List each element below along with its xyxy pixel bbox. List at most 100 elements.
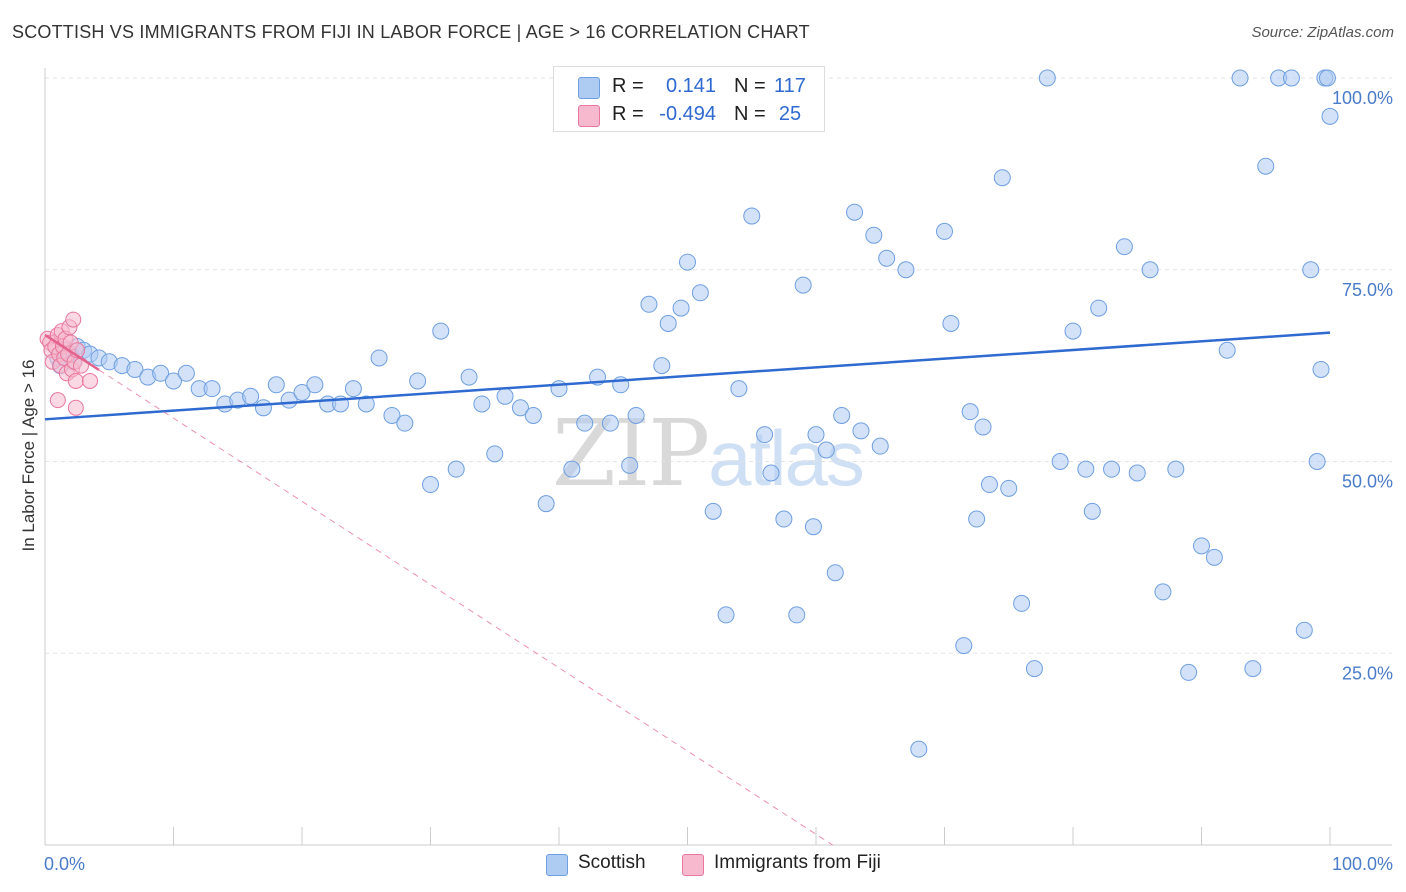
scottish-point — [460, 368, 478, 386]
scottish-point — [1077, 460, 1095, 478]
r-label: R = — [612, 75, 644, 97]
scottish-point — [383, 406, 401, 424]
scottish-point — [804, 518, 822, 536]
x-tick-label: 100.0% — [1332, 854, 1393, 874]
scottish-point — [878, 249, 896, 267]
fiji-swatch — [682, 854, 704, 876]
scottish-point — [942, 314, 960, 332]
scottish-point — [203, 380, 221, 398]
scottish-point — [1064, 322, 1082, 340]
scottish-point — [563, 460, 581, 478]
scottish-point — [910, 740, 928, 758]
r-value: 0.141 — [665, 75, 716, 97]
scottish-point — [1244, 660, 1262, 678]
scottish-point — [775, 510, 793, 528]
scottish-point — [511, 399, 529, 417]
scottish-point — [1218, 341, 1236, 359]
chart-title: SCOTTISH VS IMMIGRANTS FROM FIJI IN LABO… — [12, 22, 810, 42]
source-label: Source: ZipAtlas.com — [1251, 24, 1394, 41]
scottish-point — [447, 460, 465, 478]
scottish-point — [640, 295, 658, 313]
n-value: 25 — [778, 103, 802, 125]
scottish-point — [1295, 621, 1313, 639]
scottish-point — [126, 360, 144, 378]
scottish-point — [1000, 479, 1018, 497]
scottish-point — [627, 406, 645, 424]
scottish-point — [409, 372, 427, 390]
n-value: 117 — [774, 75, 806, 97]
scottish-point — [756, 426, 774, 444]
fiji-trend-line — [44, 333, 100, 371]
fiji-point — [67, 372, 84, 389]
scottish-point — [524, 406, 542, 424]
scottish-point — [1282, 69, 1300, 87]
scottish-point — [1025, 660, 1043, 678]
fiji-point — [65, 311, 82, 328]
scottish-point — [254, 399, 272, 417]
scottish-point — [601, 414, 619, 432]
r-value: -0.494 — [659, 103, 716, 125]
scottish-point — [730, 380, 748, 398]
scottish-point — [576, 414, 594, 432]
scottish-swatch — [546, 854, 568, 876]
legend-label: Scottish — [578, 852, 646, 873]
scottish-point — [1128, 464, 1146, 482]
scottish-point — [267, 376, 285, 394]
scottish-point — [1205, 548, 1223, 566]
scottish-point — [496, 387, 514, 405]
scottish-point — [717, 606, 735, 624]
n-label: N = — [734, 103, 766, 125]
scottish-point — [762, 464, 780, 482]
scottish-point — [679, 253, 696, 271]
scottish-point — [974, 418, 992, 436]
fiji-point — [49, 392, 66, 409]
scottish-point — [396, 414, 414, 432]
scottish-point — [807, 426, 825, 444]
scottish-point — [370, 349, 388, 367]
scottish-point — [357, 395, 375, 413]
watermark-atlas: atlas — [708, 414, 865, 502]
scottish-point — [165, 372, 182, 390]
scottish-point — [306, 376, 324, 394]
scottish-point — [432, 322, 450, 340]
scottish-point — [1167, 460, 1185, 478]
fiji-trend-extension — [98, 369, 833, 846]
scottish-point — [743, 207, 761, 225]
legend-label: Immigrants from Fiji — [714, 852, 881, 873]
scottish-point — [1013, 594, 1031, 612]
fiji-swatch — [578, 105, 600, 127]
y-axis-label: In Labor Force | Age > 16 — [19, 359, 38, 551]
scottish-point — [621, 456, 639, 474]
scottish-point — [422, 476, 439, 494]
scottish-point — [833, 406, 851, 424]
series-legend: Scottish Immigrants from Fiji — [0, 852, 1406, 878]
scottish-trend-line — [44, 331, 1331, 421]
scottish-point — [968, 510, 986, 528]
scottish-point — [826, 564, 844, 582]
scottish-point — [817, 441, 835, 459]
scottish-point — [1308, 453, 1326, 470]
scottish-point — [1038, 69, 1056, 87]
scottish-point — [344, 380, 362, 398]
scottish-point — [1193, 537, 1210, 555]
scottish-point — [1103, 460, 1121, 478]
scottish-point — [980, 476, 998, 494]
fiji-point — [81, 372, 98, 389]
fiji-point — [67, 399, 84, 416]
scottish-point — [871, 437, 889, 455]
scottish-point — [1154, 583, 1172, 601]
scottish-point — [852, 422, 870, 440]
stats-legend-row-scottish: R = 0.141 N = 117 — [554, 73, 824, 101]
n-label: N = — [734, 75, 766, 97]
scottish-point — [691, 284, 709, 302]
scottish-point — [653, 357, 671, 375]
scottish-point — [659, 314, 677, 332]
scottish-point — [1231, 69, 1249, 87]
scottish-point — [1180, 663, 1198, 681]
scottish-point — [152, 364, 170, 382]
stats-legend-row-fiji: R = -0.494 N = 25 — [554, 101, 824, 129]
scottish-point — [1302, 261, 1320, 279]
scottish-point — [1083, 502, 1101, 520]
scottish-point — [473, 395, 491, 413]
